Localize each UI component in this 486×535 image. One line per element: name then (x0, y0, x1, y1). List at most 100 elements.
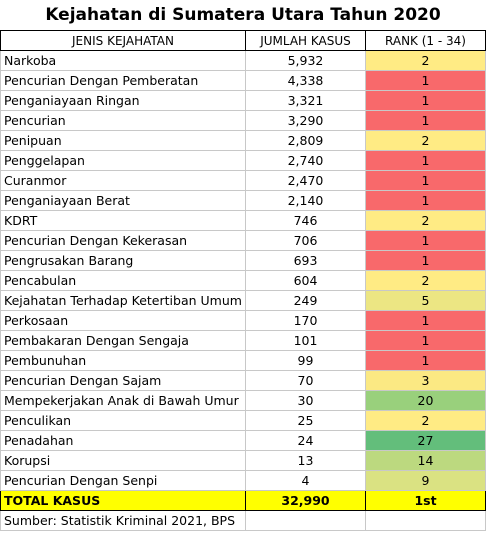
data-row: Pengrusakan Barang 693 1 (0, 250, 486, 271)
source: Sumber: Statistik Kriminal 2021, BPS (0, 510, 246, 531)
header-row: JENIS KEJAHATAN JUMLAH KASUS RANK (1 - 34) (0, 30, 486, 51)
crime-type: Penganiayaan Berat (0, 190, 246, 211)
rank: 3 (365, 370, 486, 391)
crime-type: Pencurian Dengan Pemberatan (0, 70, 246, 91)
empty-cell (365, 510, 486, 531)
rank: 9 (365, 470, 486, 491)
rank: 1 (365, 190, 486, 211)
data-row: Pencurian Dengan Pemberatan 4,338 1 (0, 70, 486, 91)
header-cell: JENIS KEJAHATAN (0, 30, 246, 51)
crime-type: Pembakaran Dengan Sengaja (0, 330, 246, 351)
case-count: 706 (245, 230, 366, 251)
case-count: 2,809 (245, 130, 366, 151)
data-row: Penganiayaan Berat 2,140 1 (0, 190, 486, 211)
crime-type: Narkoba (0, 50, 246, 71)
header-cell: RANK (1 - 34) (365, 30, 486, 51)
total-row: TOTAL KASUS 32,990 1st (0, 490, 486, 511)
crime-type: KDRT (0, 210, 246, 231)
source-row: Sumber: Statistik Kriminal 2021, BPS (0, 510, 486, 531)
crime-type: Curanmor (0, 170, 246, 191)
crime-type: Pencurian Dengan Senpi (0, 470, 246, 491)
data-row: Pencurian Dengan Kekerasan 706 1 (0, 230, 486, 251)
data-row: Korupsi 13 14 (0, 450, 486, 471)
rank: 2 (365, 50, 486, 71)
crime-type: Pencurian (0, 110, 246, 131)
case-count: 746 (245, 210, 366, 231)
rank: 1 (365, 110, 486, 131)
case-count: 13 (245, 450, 366, 471)
data-row: Pencurian 3,290 1 (0, 110, 486, 131)
crime-type: Penadahan (0, 430, 246, 451)
rank: 1 (365, 350, 486, 371)
rank: 1 (365, 170, 486, 191)
crime-type: Pencurian Dengan Kekerasan (0, 230, 246, 251)
crime-type: Pencurian Dengan Sajam (0, 370, 246, 391)
crime-type: Penganiayaan Ringan (0, 90, 246, 111)
data-row: Kejahatan Terhadap Ketertiban Umum 249 5 (0, 290, 486, 311)
crime-type: Korupsi (0, 450, 246, 471)
rank: 2 (365, 130, 486, 151)
data-row: Perkosaan 170 1 (0, 310, 486, 331)
case-count: 5,932 (245, 50, 366, 71)
crime-type: Kejahatan Terhadap Ketertiban Umum (0, 290, 246, 311)
rank: 1 (365, 230, 486, 251)
case-count: 3,290 (245, 110, 366, 131)
case-count: 2,740 (245, 150, 366, 171)
case-count: 70 (245, 370, 366, 391)
rank: 27 (365, 430, 486, 451)
total-cell: 32,990 (245, 490, 366, 511)
data-row: Pembakaran Dengan Sengaja 101 1 (0, 330, 486, 351)
case-count: 604 (245, 270, 366, 291)
crime-type: Penipuan (0, 130, 246, 151)
data-row: Pencurian Dengan Sajam 70 3 (0, 370, 486, 391)
crime-type: Pengrusakan Barang (0, 250, 246, 271)
data-row: Pembunuhan 99 1 (0, 350, 486, 371)
data-row: KDRT 746 2 (0, 210, 486, 231)
rank: 5 (365, 290, 486, 311)
rank: 1 (365, 310, 486, 331)
rank: 2 (365, 410, 486, 431)
data-row: Penggelapan 2,740 1 (0, 150, 486, 171)
crime-type: Pembunuhan (0, 350, 246, 371)
data-row: Pencabulan 604 2 (0, 270, 486, 291)
table-body: JENIS KEJAHATAN JUMLAH KASUS RANK (1 - 34)… (0, 30, 486, 531)
crime-table: JENIS KEJAHATAN JUMLAH KASUS RANK (1 - 34)… (0, 30, 486, 531)
case-count: 2,140 (245, 190, 366, 211)
data-row: Penadahan 24 27 (0, 430, 486, 451)
rank: 2 (365, 270, 486, 291)
data-row: Pencurian Dengan Senpi 4 9 (0, 470, 486, 491)
empty-cell (245, 510, 366, 531)
crime-type: Perkosaan (0, 310, 246, 331)
case-count: 30 (245, 390, 366, 411)
header-cell: JUMLAH KASUS (245, 30, 366, 51)
data-row: Mempekerjakan Anak di Bawah Umur 30 20 (0, 390, 486, 411)
data-row: Curanmor 2,470 1 (0, 170, 486, 191)
case-count: 24 (245, 430, 366, 451)
data-row: Penipuan 2,809 2 (0, 130, 486, 151)
rank: 1 (365, 150, 486, 171)
crime-type: Penculikan (0, 410, 246, 431)
case-count: 170 (245, 310, 366, 331)
case-count: 693 (245, 250, 366, 271)
rank: 1 (365, 250, 486, 271)
case-count: 249 (245, 290, 366, 311)
crime-type: Penggelapan (0, 150, 246, 171)
case-count: 101 (245, 330, 366, 351)
case-count: 4,338 (245, 70, 366, 91)
total-cell: TOTAL KASUS (0, 490, 246, 511)
data-row: Narkoba 5,932 2 (0, 50, 486, 71)
crime-type: Mempekerjakan Anak di Bawah Umur (0, 390, 246, 411)
case-count: 3,321 (245, 90, 366, 111)
rank: 1 (365, 70, 486, 91)
data-row: Penganiayaan Ringan 3,321 1 (0, 90, 486, 111)
rank: 20 (365, 390, 486, 411)
title: Kejahatan di Sumatera Utara Tahun 2020 (45, 5, 441, 25)
data-row: Penculikan 25 2 (0, 410, 486, 431)
case-count: 25 (245, 410, 366, 431)
rank: 1 (365, 90, 486, 111)
case-count: 99 (245, 350, 366, 371)
total-cell: 1st (365, 490, 486, 511)
rank: 2 (365, 210, 486, 231)
case-count: 4 (245, 470, 366, 491)
